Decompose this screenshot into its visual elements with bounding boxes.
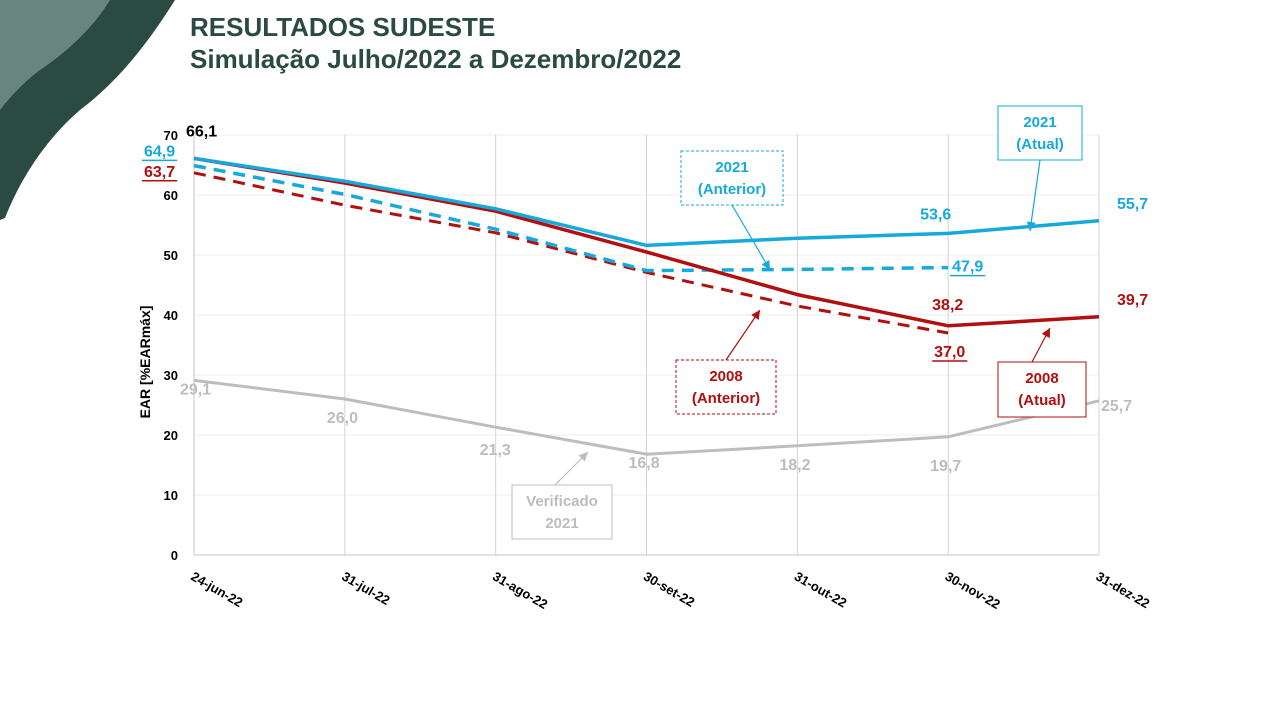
callout-pointer — [731, 204, 771, 271]
data-label: 16,8 — [629, 455, 660, 472]
callout-text: 2021 — [715, 159, 748, 176]
x-tick-label: 31-dez-22 — [1094, 569, 1153, 612]
series-line-2021-atual — [193, 156, 1100, 248]
y-tick-label: 40 — [164, 308, 178, 323]
y-tick-label: 20 — [164, 428, 178, 443]
y-axis-label: EAR [%EARmáx] — [137, 306, 153, 419]
series-line-2021-anterior — [193, 163, 949, 273]
data-label: 38,2 — [932, 297, 963, 314]
data-label: 19,7 — [930, 458, 961, 475]
y-tick-label: 30 — [164, 368, 178, 383]
callout-arrowhead — [751, 310, 760, 320]
x-tick-label: 31-ago-22 — [490, 569, 550, 612]
data-label: 55,7 — [1117, 196, 1148, 213]
callout-text: 2008 — [709, 368, 742, 385]
page-title: RESULTADOS SUDESTE — [190, 12, 496, 42]
callout-text: 2021 — [1023, 114, 1056, 131]
x-tick-label: 30-nov-22 — [943, 569, 1003, 612]
callout-box-verificado-2021 — [511, 484, 613, 540]
y-tick-label: 0 — [171, 548, 178, 563]
data-label: 26,0 — [327, 410, 358, 427]
corner-decoration — [0, 0, 175, 220]
corner-leaf-highlight — [0, 0, 110, 110]
callout-arrowhead — [1026, 221, 1036, 231]
data-label: 39,7 — [1117, 292, 1148, 309]
callout-text: Verificado — [526, 493, 598, 510]
page-subtitle: Simulação Julho/2022 a Dezembro/2022 — [190, 44, 682, 74]
callout-box-2021-atual — [997, 105, 1083, 161]
data-label: 37,0 — [934, 344, 965, 361]
data-label: 64,9 — [144, 143, 175, 160]
callout-arrowhead — [761, 260, 770, 270]
chart-series — [193, 156, 1100, 456]
callout-box-2021-anterior — [680, 150, 784, 206]
y-tick-label: 10 — [164, 488, 178, 503]
data-label: 63,7 — [144, 164, 175, 181]
data-label: 29,1 — [180, 381, 211, 398]
callout-box-2008-anterior — [675, 359, 777, 415]
data-label: 47,9 — [952, 259, 983, 276]
callout-text: (Anterior) — [692, 390, 760, 407]
y-tick-label: 60 — [164, 188, 178, 203]
chart-grid — [194, 134, 1100, 555]
data-label: 18,2 — [779, 457, 810, 474]
x-tick-label: 31-jul-22 — [339, 569, 392, 608]
callout-text: (Atual) — [1016, 136, 1064, 153]
callout-text: (Atual) — [1018, 392, 1066, 409]
series-line-2008-anterior — [193, 171, 949, 335]
callout-arrowhead — [578, 452, 588, 462]
callout-text: 2021 — [545, 515, 578, 532]
series-line-verificado-2021 — [193, 378, 1100, 456]
data-label: 25,7 — [1101, 398, 1132, 415]
callout-box-2008-atual — [997, 361, 1087, 418]
data-label: 21,3 — [480, 442, 511, 459]
data-label: 53,6 — [920, 206, 951, 223]
callout-pointer — [1029, 159, 1041, 232]
callout-text: 2008 — [1025, 370, 1058, 387]
x-tick-label: 31-out-22 — [792, 569, 850, 611]
callout-pointer — [725, 309, 761, 361]
callout-arrowhead — [1041, 328, 1050, 339]
data-label: 66,1 — [186, 123, 217, 140]
y-tick-label: 70 — [164, 128, 178, 143]
callout-text: (Anterior) — [698, 181, 766, 198]
chart-data-labels: 64,9 53,6 55,7 47,9 66,1 38,2 39,7 63,7 37,0 29,1… — [142, 123, 1148, 475]
series-line-2008-atual — [193, 156, 1100, 328]
y-tick-label: 50 — [164, 248, 178, 263]
x-tick-label: 30-set-22 — [641, 569, 697, 610]
x-tick-label: 24-jun-22 — [189, 569, 246, 611]
chart-callouts: 2021 (Atual) 2021 (Anterior) 2008 (Anterior) 2… — [511, 105, 1087, 540]
